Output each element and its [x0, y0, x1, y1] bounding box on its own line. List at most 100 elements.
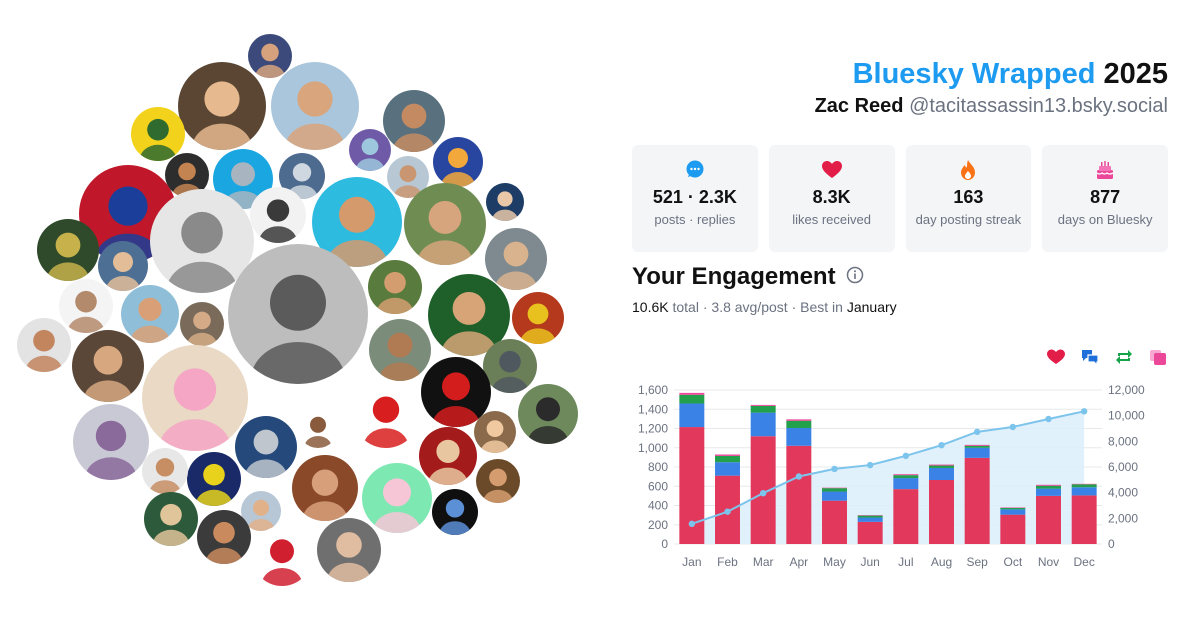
avatar: [476, 459, 520, 503]
bar-segment: [715, 454, 740, 456]
bar-segment: [857, 521, 883, 544]
avatar: [187, 452, 241, 506]
bar-segment: [893, 474, 919, 476]
avatar: [433, 137, 483, 187]
avatar: [362, 463, 432, 533]
wrapped-panel: Bluesky Wrapped 2025 Zac Reed @tacitassa…: [632, 0, 1168, 630]
y-left-tick-label: 1,600: [638, 383, 668, 397]
bar-segment: [1036, 488, 1061, 496]
engagement-total-label: total: [672, 299, 699, 315]
avatar: [474, 411, 516, 453]
avatar: [317, 518, 381, 582]
user-name: Zac Reed: [814, 95, 904, 117]
cumulative-line: [691, 410, 1085, 525]
y-left-tick-label: 1,200: [638, 422, 668, 436]
bar-segment: [1036, 495, 1061, 544]
avatar: [250, 187, 306, 243]
avatar: [228, 244, 368, 384]
stat-card-streak: 163 day posting streak: [905, 145, 1032, 252]
bar-segment: [857, 517, 883, 522]
avatar: [432, 489, 478, 535]
avatar: [144, 492, 198, 546]
bar-segment: [786, 445, 812, 544]
avatar: [518, 384, 578, 444]
avatar: [485, 228, 547, 290]
avatar: [369, 319, 431, 381]
x-tick-label: Jun: [860, 555, 879, 569]
bar-segment: [750, 404, 776, 406]
bar-segment: [857, 515, 883, 518]
bar-segment: [1036, 485, 1061, 489]
engagement-chart: 0 200 400 600 800 1,000 1,200 1,400 1,600 0 2,000 4…: [638, 383, 1145, 569]
stat-value: 877: [1090, 187, 1121, 207]
bar-segment: [679, 394, 705, 404]
x-tick-label: Nov: [1038, 555, 1059, 569]
bar-segment: [822, 488, 847, 492]
cumulative-point: [724, 508, 731, 515]
bar-segment: [929, 464, 954, 466]
avatar: [421, 357, 491, 427]
brand-title: Bluesky Wrapped: [852, 58, 1096, 90]
y-left-tick-label: 1,000: [638, 441, 668, 455]
y-left-tick-label: 200: [648, 518, 668, 532]
info-icon[interactable]: [846, 263, 864, 291]
stat-label: days on Bluesky: [1057, 212, 1153, 227]
repost-icon[interactable]: [1114, 348, 1134, 366]
avatar: [483, 339, 537, 393]
bar-segment: [964, 445, 990, 448]
fire-icon: [906, 159, 1032, 181]
bar-segment: [679, 403, 705, 428]
bar-segment: [1071, 495, 1097, 544]
heart-icon[interactable]: [1046, 348, 1066, 366]
y-left-tick-label: 1,400: [638, 402, 668, 416]
engagement-summary: 10.6K total · 3.8 avg/post · Best in Jan…: [632, 299, 897, 315]
bar-segment: [964, 457, 990, 544]
avatar: [180, 302, 224, 346]
avatar: [142, 448, 188, 494]
avatar-cloud: [17, 34, 578, 586]
bar-segment: [929, 467, 954, 480]
bar-segment: [1000, 507, 1026, 510]
engagement-best-month: January: [846, 299, 897, 315]
x-tick-label: Oct: [1003, 555, 1022, 569]
chat-bubble-icon: [632, 159, 758, 181]
stat-label: day posting streak: [915, 212, 1022, 227]
stat-value: 521 · 2.3K: [652, 187, 737, 207]
engagement-title-text: Your Engagement: [632, 263, 836, 290]
x-tick-label: Jan: [682, 555, 701, 569]
avatar: [235, 416, 297, 478]
avatar: [383, 90, 445, 152]
cumulative-point: [831, 465, 838, 473]
y-left-tick-label: 600: [648, 479, 668, 493]
cumulative-point: [1080, 408, 1088, 415]
avatar: [419, 427, 477, 485]
bar-segment: [964, 444, 990, 446]
y-right-tick-label: 12,000: [1108, 383, 1145, 397]
avatar: [271, 62, 359, 150]
avatar: [131, 107, 185, 161]
stats-row: 521 · 2.3K posts · replies 8.3K likes re…: [632, 145, 1168, 252]
avatar: [73, 404, 149, 480]
bar-segment: [1000, 514, 1026, 544]
y-left-tick-label: 400: [648, 499, 668, 513]
avatar: [353, 382, 419, 448]
bar-segment: [715, 455, 740, 463]
bar-segment: [786, 419, 812, 421]
y-right-tick-label: 2,000: [1108, 511, 1138, 525]
reply-icon[interactable]: [1080, 348, 1100, 367]
y-right-tick-label: 10,000: [1108, 409, 1145, 423]
x-tick-label: Aug: [931, 555, 952, 569]
stat-value: 8.3K: [812, 187, 851, 207]
x-tick-label: May: [823, 555, 846, 569]
x-tick-label: Mar: [753, 555, 774, 569]
bar-segment: [893, 489, 919, 544]
avatar: [252, 526, 312, 586]
year-title: 2025: [1103, 58, 1168, 90]
bar-segment: [786, 420, 812, 429]
quote-icon[interactable]: [1148, 348, 1168, 366]
bar-segment: [929, 465, 954, 468]
x-tick-label: Sep: [966, 555, 988, 569]
avatar: [178, 62, 266, 150]
y-right-tick-label: 8,000: [1108, 434, 1138, 448]
cumulative-point: [1045, 415, 1052, 423]
